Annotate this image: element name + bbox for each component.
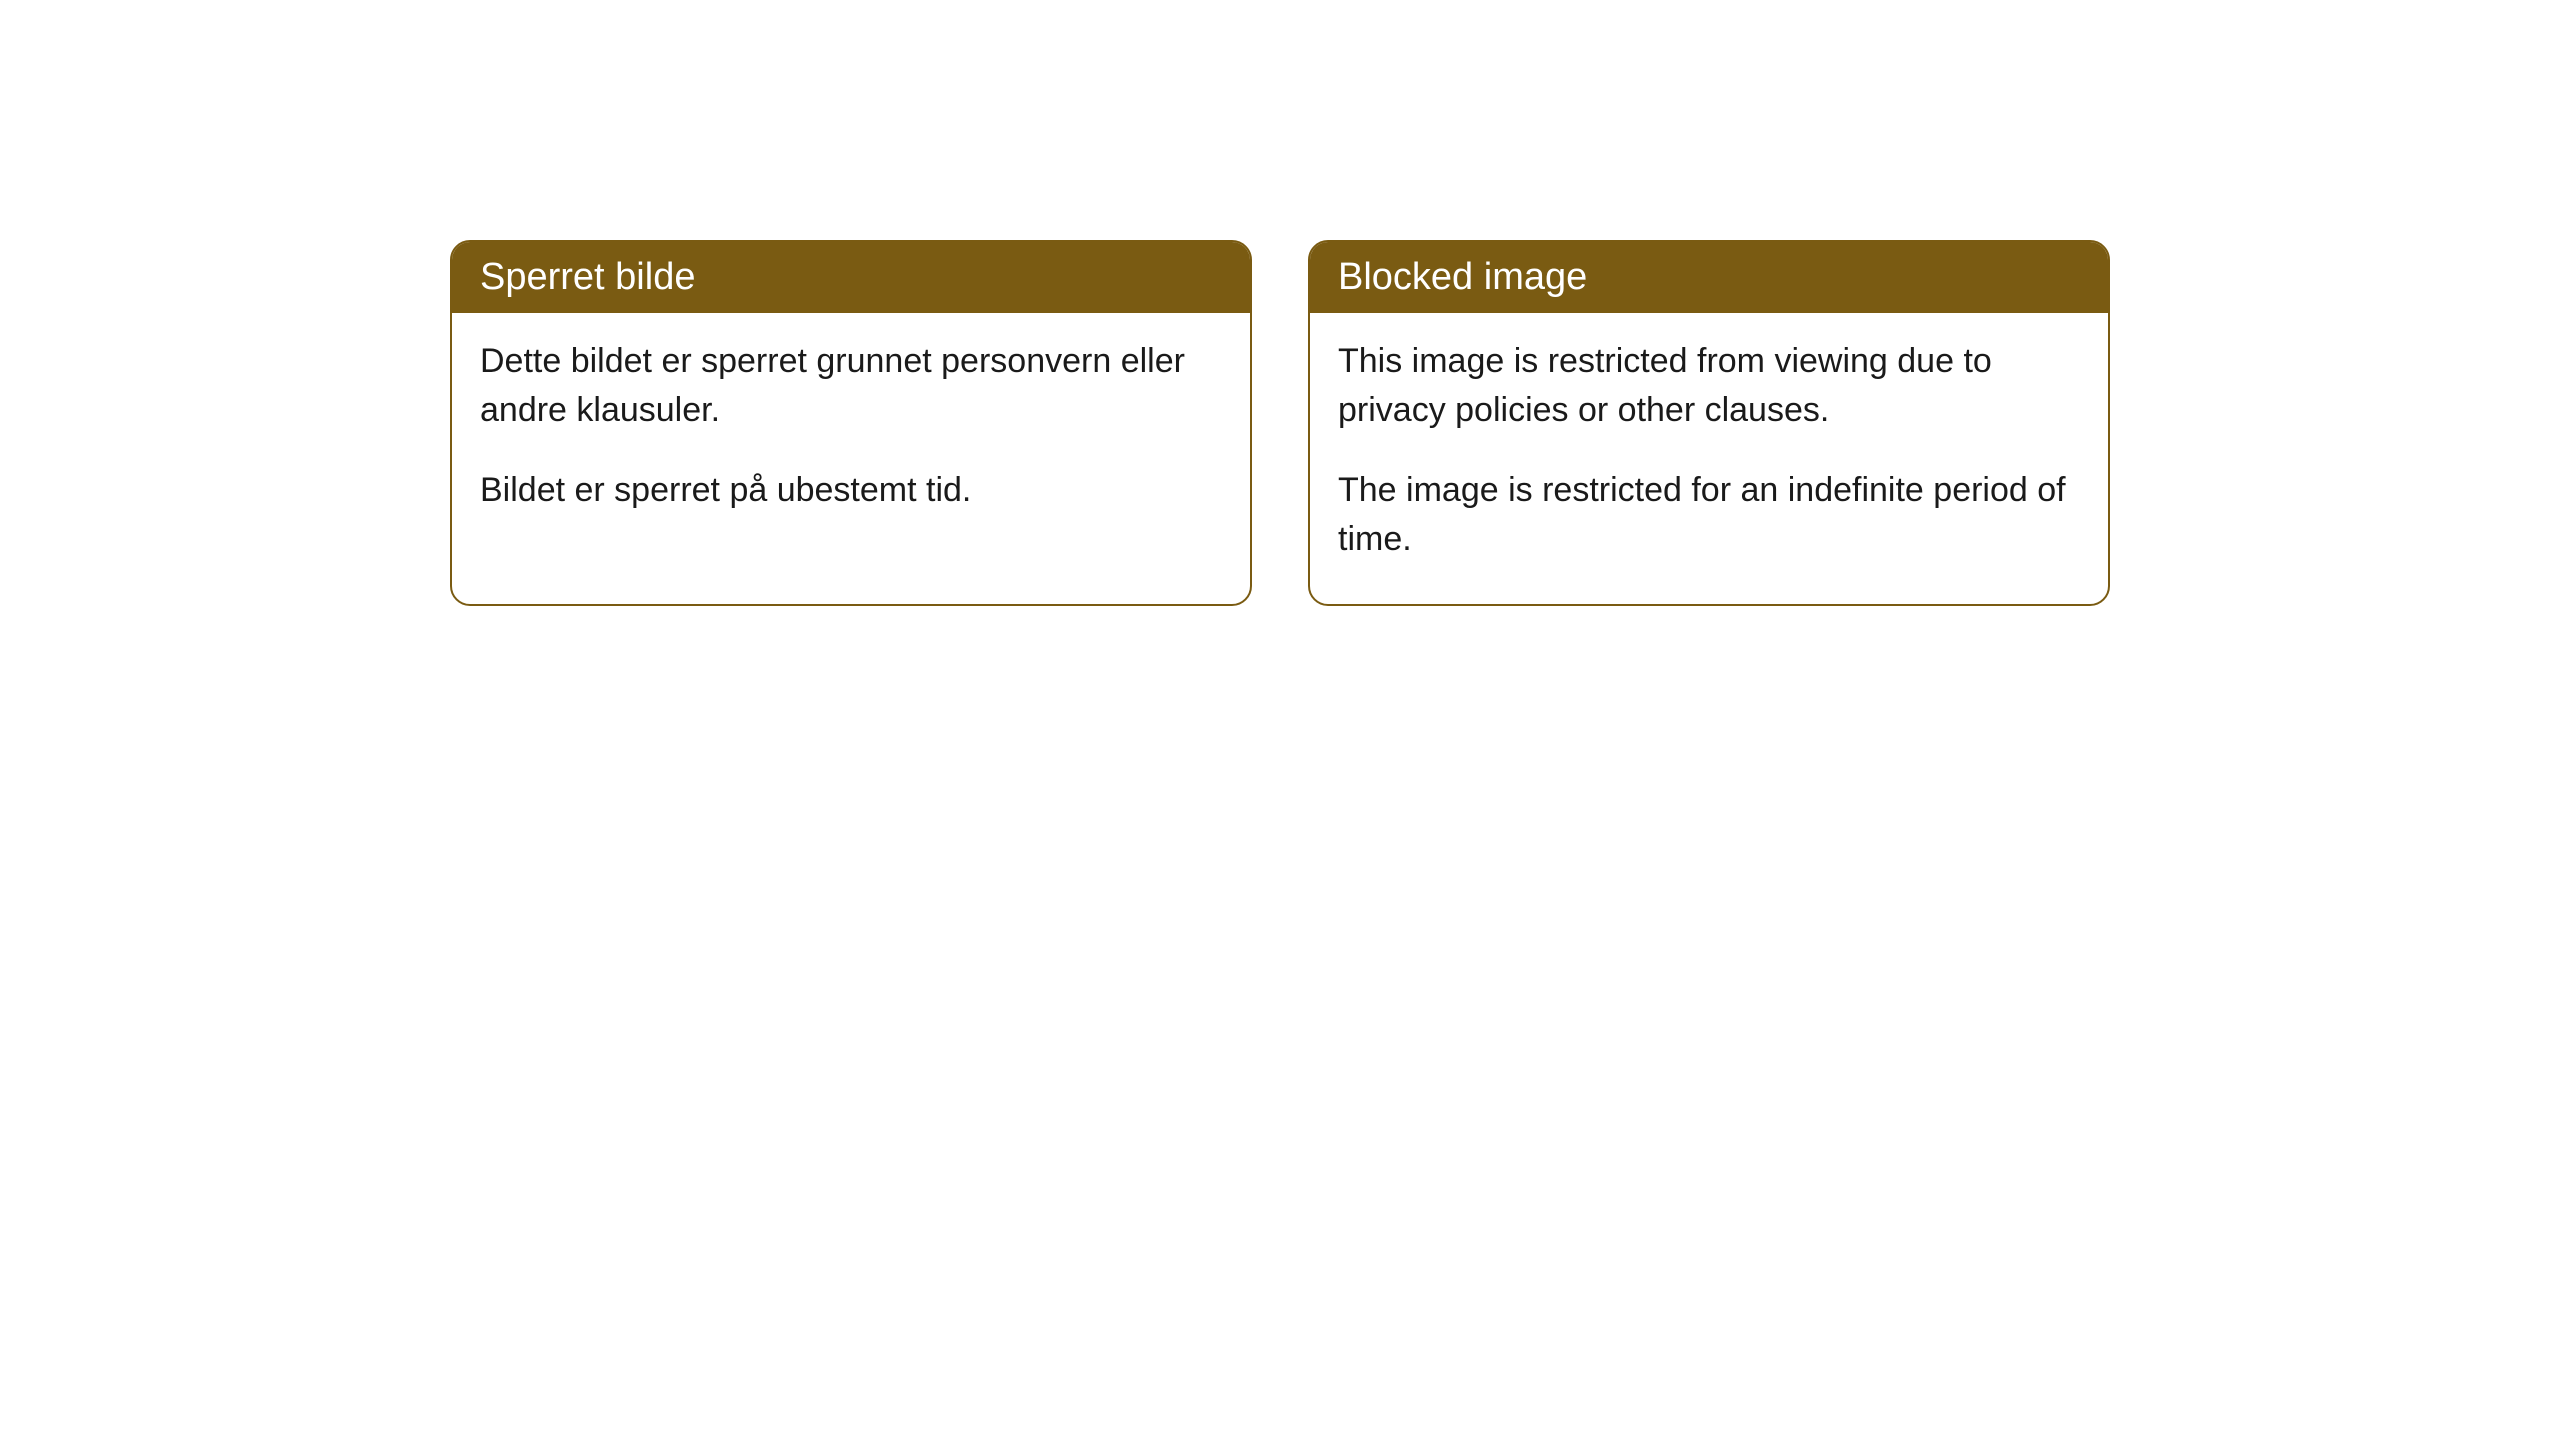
card-paragraph: Bildet er sperret på ubestemt tid.	[480, 466, 1222, 515]
cards-container: Sperret bilde Dette bildet er sperret gr…	[450, 240, 2110, 606]
card-title: Blocked image	[1338, 256, 1587, 298]
card-header: Blocked image	[1310, 242, 2108, 313]
card-title: Sperret bilde	[480, 256, 695, 298]
card-body: This image is restricted from viewing du…	[1310, 313, 2108, 604]
card-header: Sperret bilde	[452, 242, 1250, 313]
card-paragraph: The image is restricted for an indefinit…	[1338, 466, 2080, 565]
card-body: Dette bildet er sperret grunnet personve…	[452, 313, 1250, 555]
notice-card-norwegian: Sperret bilde Dette bildet er sperret gr…	[450, 240, 1252, 606]
card-paragraph: Dette bildet er sperret grunnet personve…	[480, 337, 1222, 436]
notice-card-english: Blocked image This image is restricted f…	[1308, 240, 2110, 606]
card-paragraph: This image is restricted from viewing du…	[1338, 337, 2080, 436]
